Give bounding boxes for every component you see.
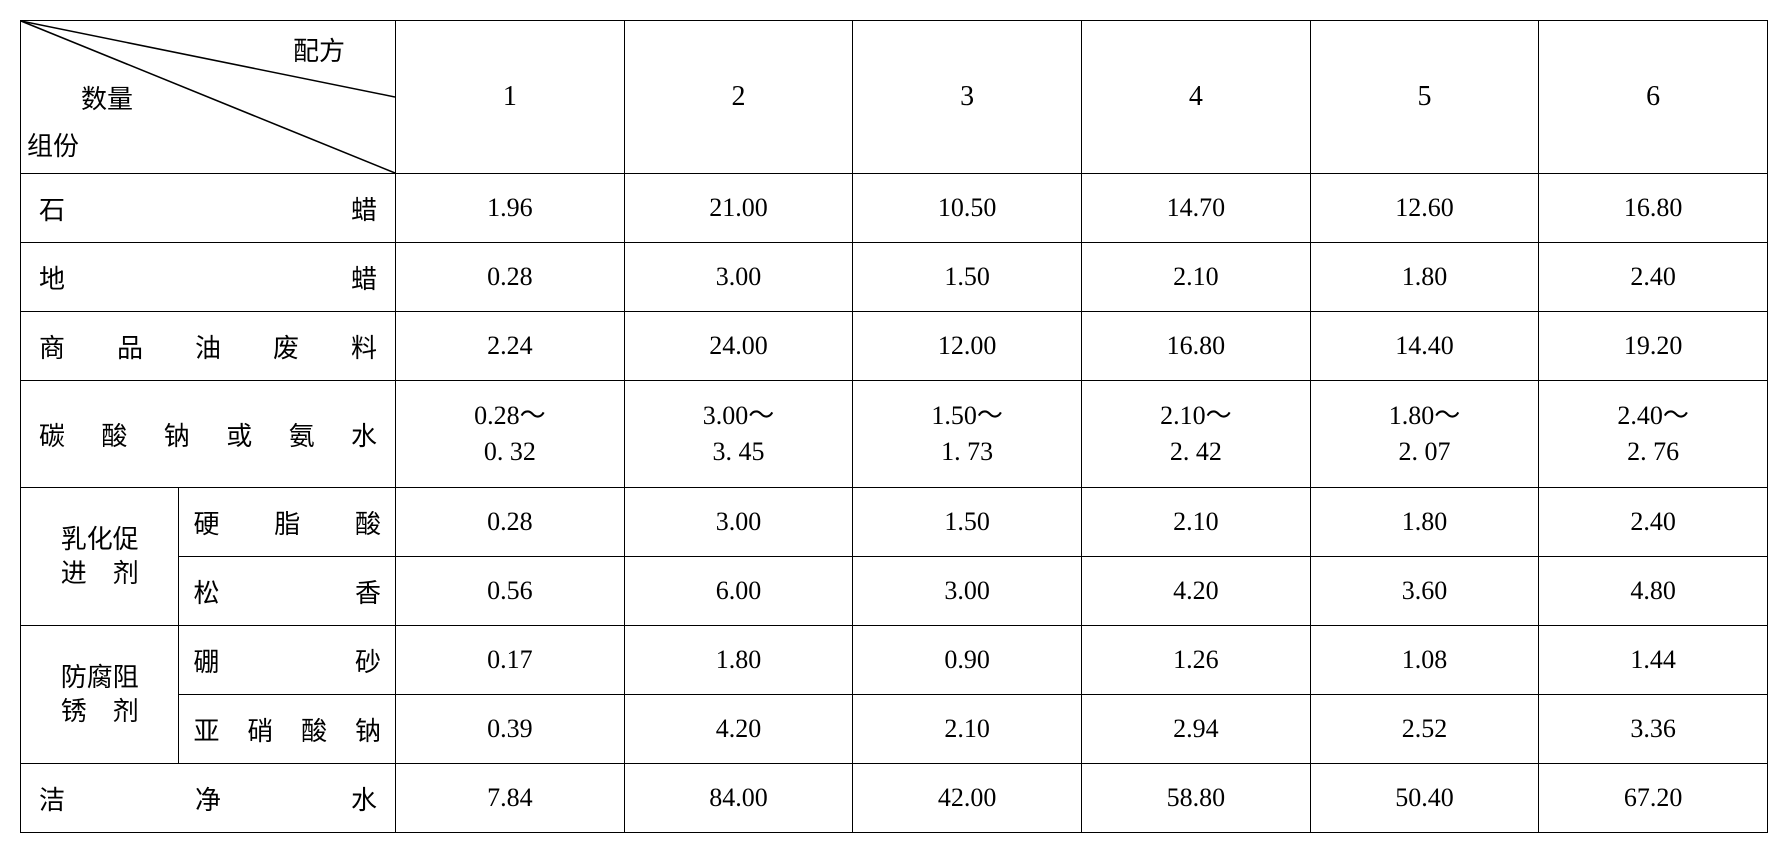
cell: 0.28～0. 32 xyxy=(396,381,625,488)
table-row: 碳 酸 钠 或 氨 水 0.28～0. 32 3.00～3. 45 1.50～1… xyxy=(21,381,1768,488)
cell: 58.80 xyxy=(1082,764,1311,833)
cell: 1.80 xyxy=(1310,243,1539,312)
cell: 1.80～2. 07 xyxy=(1310,381,1539,488)
cell: 0.28 xyxy=(396,488,625,557)
cell: 0.56 xyxy=(396,557,625,626)
cell: 2.40 xyxy=(1539,243,1768,312)
cell: 84.00 xyxy=(624,764,853,833)
cell: 14.40 xyxy=(1310,312,1539,381)
sub-label: 硼 砂 xyxy=(179,626,396,695)
cell: 67.20 xyxy=(1539,764,1768,833)
cell: 2.10 xyxy=(853,695,1082,764)
formula-table: 配方 数量 组份 1 2 3 4 5 6 石 蜡 1.96 21.00 10.5… xyxy=(20,20,1768,833)
cell: 50.40 xyxy=(1310,764,1539,833)
col-header: 4 xyxy=(1082,21,1311,174)
cell: 3.00 xyxy=(624,243,853,312)
cell: 1.80 xyxy=(624,626,853,695)
cell: 2.52 xyxy=(1310,695,1539,764)
cell: 1.26 xyxy=(1082,626,1311,695)
cell: 2.10 xyxy=(1082,488,1311,557)
cell: 16.80 xyxy=(1539,174,1768,243)
table-row: 地 蜡 0.28 3.00 1.50 2.10 1.80 2.40 xyxy=(21,243,1768,312)
cell: 12.00 xyxy=(853,312,1082,381)
cell: 1.96 xyxy=(396,174,625,243)
cell: 3.36 xyxy=(1539,695,1768,764)
cell: 10.50 xyxy=(853,174,1082,243)
sub-label: 亚硝酸钠 xyxy=(179,695,396,764)
table-row: 防腐阻锈 剂 硼 砂 0.17 1.80 0.90 1.26 1.08 1.44 xyxy=(21,626,1768,695)
cell: 4.20 xyxy=(1082,557,1311,626)
cell: 2.10～2. 42 xyxy=(1082,381,1311,488)
cell: 6.00 xyxy=(624,557,853,626)
corner-label-mid: 数量 xyxy=(81,79,133,116)
cell: 16.80 xyxy=(1082,312,1311,381)
corner-header-cell: 配方 数量 组份 xyxy=(21,21,396,174)
cell: 0.90 xyxy=(853,626,1082,695)
group-label: 防腐阻锈 剂 xyxy=(21,626,179,764)
cell: 4.80 xyxy=(1539,557,1768,626)
col-header: 1 xyxy=(396,21,625,174)
row-label: 洁 净 水 xyxy=(21,764,396,833)
cell: 1.50 xyxy=(853,488,1082,557)
cell: 42.00 xyxy=(853,764,1082,833)
table-row: 洁 净 水 7.84 84.00 42.00 58.80 50.40 67.20 xyxy=(21,764,1768,833)
cell: 0.17 xyxy=(396,626,625,695)
cell: 1.50～1. 73 xyxy=(853,381,1082,488)
cell: 21.00 xyxy=(624,174,853,243)
cell: 2.10 xyxy=(1082,243,1311,312)
cell: 2.24 xyxy=(396,312,625,381)
corner-label-top: 配方 xyxy=(293,31,345,68)
col-header: 2 xyxy=(624,21,853,174)
row-label: 地 蜡 xyxy=(21,243,396,312)
table-row: 石 蜡 1.96 21.00 10.50 14.70 12.60 16.80 xyxy=(21,174,1768,243)
cell: 1.08 xyxy=(1310,626,1539,695)
table-row: 亚硝酸钠 0.39 4.20 2.10 2.94 2.52 3.36 xyxy=(21,695,1768,764)
cell: 1.44 xyxy=(1539,626,1768,695)
cell: 7.84 xyxy=(396,764,625,833)
row-label: 碳 酸 钠 或 氨 水 xyxy=(21,381,396,488)
cell: 12.60 xyxy=(1310,174,1539,243)
cell: 3.60 xyxy=(1310,557,1539,626)
cell: 1.50 xyxy=(853,243,1082,312)
col-header: 5 xyxy=(1310,21,1539,174)
cell: 19.20 xyxy=(1539,312,1768,381)
cell: 1.80 xyxy=(1310,488,1539,557)
col-header: 3 xyxy=(853,21,1082,174)
cell: 4.20 xyxy=(624,695,853,764)
cell: 0.39 xyxy=(396,695,625,764)
cell: 3.00 xyxy=(624,488,853,557)
sub-label: 硬脂酸 xyxy=(179,488,396,557)
sub-label: 松 香 xyxy=(179,557,396,626)
cell: 3.00 xyxy=(853,557,1082,626)
cell: 3.00～3. 45 xyxy=(624,381,853,488)
table-row: 松 香 0.56 6.00 3.00 4.20 3.60 4.80 xyxy=(21,557,1768,626)
table-row: 商 品 油 废 料 2.24 24.00 12.00 16.80 14.40 1… xyxy=(21,312,1768,381)
cell: 2.94 xyxy=(1082,695,1311,764)
table-row: 乳化促进 剂 硬脂酸 0.28 3.00 1.50 2.10 1.80 2.40 xyxy=(21,488,1768,557)
cell: 14.70 xyxy=(1082,174,1311,243)
header-row: 配方 数量 组份 1 2 3 4 5 6 xyxy=(21,21,1768,174)
row-label: 石 蜡 xyxy=(21,174,396,243)
cell: 0.28 xyxy=(396,243,625,312)
group-label: 乳化促进 剂 xyxy=(21,488,179,626)
col-header: 6 xyxy=(1539,21,1768,174)
cell: 24.00 xyxy=(624,312,853,381)
cell: 2.40 xyxy=(1539,488,1768,557)
row-label: 商 品 油 废 料 xyxy=(21,312,396,381)
cell: 2.40～2. 76 xyxy=(1539,381,1768,488)
corner-label-bot: 组份 xyxy=(27,126,79,163)
